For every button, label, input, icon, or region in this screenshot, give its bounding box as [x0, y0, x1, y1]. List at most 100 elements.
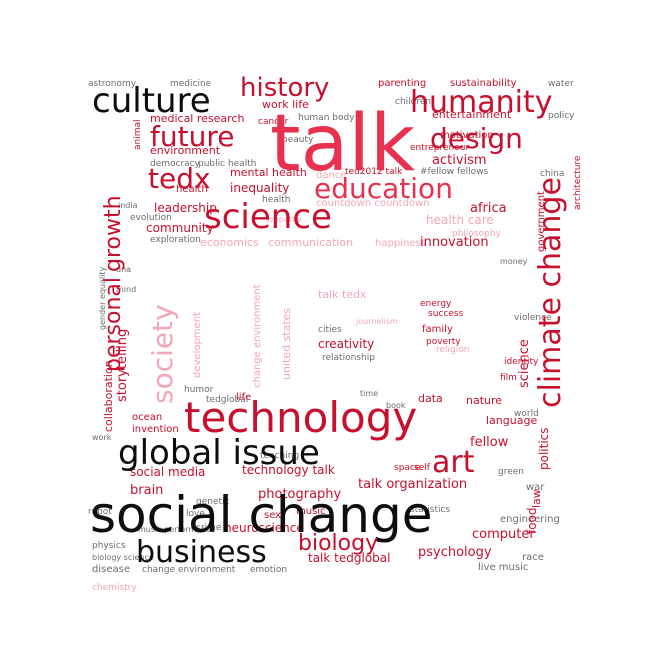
word-politics: politics — [537, 427, 551, 470]
word-dna: dna — [116, 265, 131, 274]
word-evolution: evolution — [130, 213, 172, 223]
word-identity: identity — [504, 357, 539, 367]
word-space: space — [394, 463, 421, 473]
large-words: talk culture history humanity future des… — [90, 73, 568, 570]
word-gender-equality: gender equality — [98, 267, 107, 330]
word-science: science — [204, 197, 332, 237]
word-social-media: social media — [130, 465, 205, 479]
word-humor: humor — [184, 385, 214, 395]
word-disease: disease — [92, 564, 130, 575]
word-countdown: countdown countdown — [316, 198, 430, 209]
word-parenting: parenting — [378, 78, 426, 89]
word-war: war — [526, 482, 545, 493]
word-empathy: empathy — [266, 215, 302, 224]
word-animal: animal — [133, 119, 143, 150]
word-africa: africa — [470, 201, 507, 216]
word-children: children — [395, 97, 431, 107]
word-biology: biology — [298, 531, 378, 556]
word-leadership: leadership — [154, 201, 217, 215]
word-human-body: human body — [298, 113, 355, 123]
word-data: data — [418, 392, 443, 405]
word-ted2012: ted2012 talk — [345, 167, 403, 177]
word-time: time — [360, 389, 378, 398]
word-health-label: health — [262, 195, 291, 205]
word-self: self — [414, 463, 431, 473]
word-work: work — [92, 433, 112, 442]
word-science-technology: science — [517, 339, 532, 388]
word-computer: computer — [472, 527, 535, 542]
word-photography: photography — [258, 487, 342, 502]
word-green: green — [498, 467, 524, 477]
word-teaching: teaching — [260, 451, 299, 461]
word-exploration: exploration — [150, 235, 201, 245]
word-violence: violence — [514, 313, 552, 323]
word-nature: nature — [466, 394, 502, 407]
word-business: business — [136, 535, 267, 570]
word-cancer: cancer — [258, 117, 289, 127]
word-creativity: creativity — [318, 337, 374, 351]
word-innovation: innovation — [420, 235, 489, 250]
word-health: health — [176, 184, 208, 195]
word-tedx: tedx — [148, 162, 211, 195]
word-policy: policy — [548, 111, 575, 121]
word-genetic: genetic — [196, 497, 230, 507]
word-engineering: engineering — [500, 514, 560, 525]
word-philosophy: philosophy — [452, 229, 502, 239]
word-humanity: humanity — [410, 85, 553, 120]
word-language: language — [486, 414, 537, 427]
word-talk: talk — [270, 99, 415, 189]
word-architecture: architecture — [573, 155, 583, 210]
word-journalism: journalism — [355, 317, 398, 326]
word-community: community — [146, 221, 214, 235]
word-food: food — [525, 507, 539, 534]
word-mind: mind — [116, 285, 136, 294]
word-physics: physics — [92, 541, 126, 551]
word-law: law — [530, 489, 543, 508]
word-history: history — [240, 73, 329, 103]
word-future: future — [150, 120, 234, 153]
word-chemistry: chemistry — [92, 583, 137, 593]
word-statistics: statistics — [410, 505, 450, 515]
word-personal: personal — [101, 277, 126, 372]
word-family: family — [422, 324, 453, 335]
word-cities: cities — [318, 325, 342, 335]
word-book: book — [386, 401, 406, 410]
word-emotion: emotion — [250, 565, 287, 575]
word-change-society: change environment — [252, 284, 263, 388]
word-talk-tedglobal: talk tedglobal — [308, 551, 390, 565]
word-dance: dance — [316, 170, 346, 181]
word-mental-health: mental health — [230, 166, 307, 179]
word-public-health: public health — [198, 159, 256, 169]
word-china: china — [540, 169, 564, 179]
word-invention: invention — [132, 424, 179, 435]
word-society: society — [146, 304, 179, 404]
word-technology-talk: technology talk — [242, 463, 335, 477]
word-ocean: ocean — [132, 412, 162, 423]
word-entrepreneur: entrepreneur — [410, 143, 470, 153]
word-education: education — [314, 172, 453, 205]
word-beauty: beauty — [282, 135, 314, 145]
word-music: music — [296, 506, 326, 517]
word-tedglobal: tedglobal — [206, 395, 248, 405]
word-music-performance: music performance — [138, 525, 216, 534]
word-religion: religion — [436, 345, 469, 355]
word-economics: economics — [200, 236, 259, 249]
word-astronomy: astronomy — [88, 79, 137, 89]
word-india: india — [118, 201, 138, 210]
word-fellow: fellow — [470, 435, 509, 450]
word-activism: activism — [432, 153, 487, 168]
word-culture: culture — [92, 81, 211, 121]
word-communication: communication — [268, 236, 353, 249]
word-race: race — [522, 552, 544, 563]
word-art: art — [432, 445, 475, 480]
word-film: film — [500, 373, 517, 383]
word-relationship: relationship — [322, 353, 375, 363]
word-climate-change: climate change — [533, 177, 568, 408]
word-robot: robot — [88, 507, 112, 517]
word-energy: energy — [420, 299, 452, 309]
word-happiness: happiness — [375, 238, 426, 249]
word-storytelling: storytelling — [115, 329, 130, 402]
word-poverty: poverty — [426, 337, 461, 347]
word-work-life: work life — [262, 98, 309, 111]
